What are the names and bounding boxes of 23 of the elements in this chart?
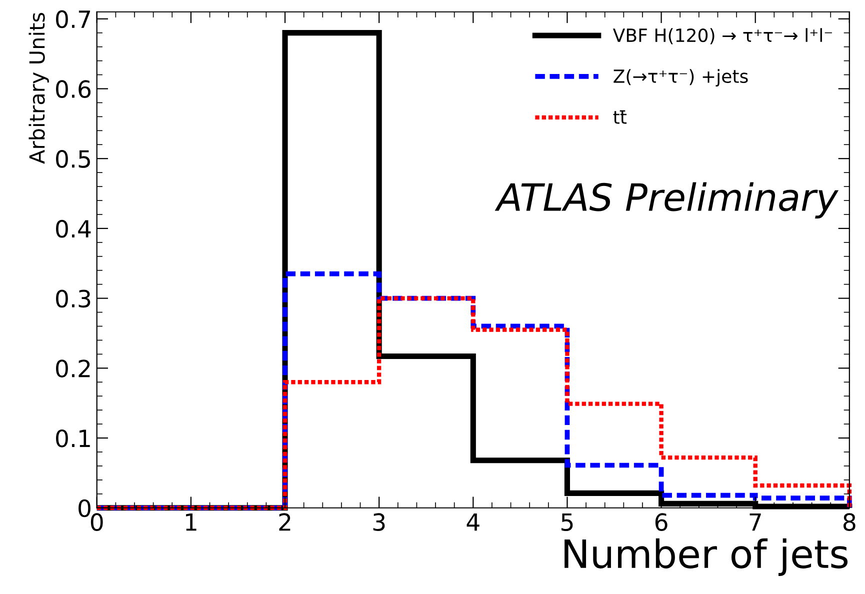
x-tick-label: 5 bbox=[562, 513, 573, 532]
x-tick-label: 4 bbox=[466, 513, 480, 531]
y-tick-label: 0.3 bbox=[56, 290, 90, 308]
x-tick-label: 6 bbox=[655, 513, 668, 532]
x-tick-label: 8 bbox=[844, 513, 856, 532]
x-tick-label: 1 bbox=[186, 513, 196, 531]
x-tick-label: 3 bbox=[373, 513, 385, 532]
annotation: ATLAS Preliminary bbox=[494, 182, 839, 219]
y-tick-label: 0.5 bbox=[56, 150, 90, 168]
y-tick-label: 0 bbox=[78, 499, 90, 518]
legend-label: Z(→τ⁺τ⁻) +jets bbox=[614, 69, 748, 87]
y-tick-label: 0.6 bbox=[56, 80, 91, 98]
y-tick-label: 0.2 bbox=[56, 360, 90, 378]
y-axis-title: Arbitrary Units bbox=[28, 12, 49, 164]
legend-label: VBF H(120) → τ⁺τ⁻→ l⁺l⁻ bbox=[612, 28, 832, 44]
x-axis-title: Number of jets bbox=[564, 538, 848, 576]
y-tick-label: 0.1 bbox=[56, 429, 90, 448]
x-tick-label: 0 bbox=[90, 513, 103, 532]
y-tick-label: 0.4 bbox=[56, 220, 91, 238]
x-tick-label: 7 bbox=[750, 513, 761, 531]
x-tick-label: 2 bbox=[279, 513, 290, 531]
legend-label: tt̄ bbox=[613, 110, 627, 124]
y-tick-label: 0.7 bbox=[56, 10, 90, 28]
